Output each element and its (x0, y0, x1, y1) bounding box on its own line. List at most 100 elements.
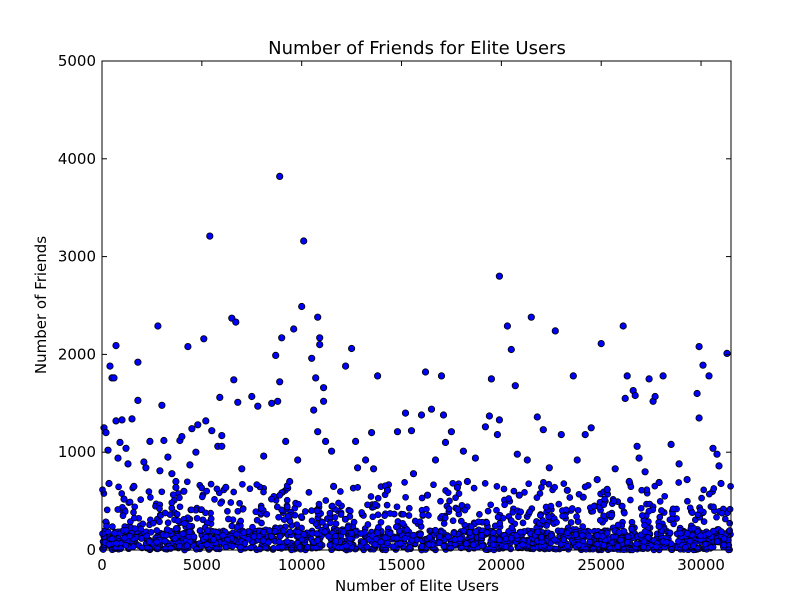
data-point (105, 479, 113, 488)
data-point (593, 475, 601, 484)
data-point (126, 532, 134, 540)
data-points (100, 172, 731, 503)
data-point (601, 495, 608, 503)
data-point (272, 351, 280, 359)
data-point (572, 531, 580, 538)
data-point (449, 517, 457, 525)
data-point (271, 527, 279, 535)
data-point (573, 456, 581, 464)
data-point (104, 528, 112, 536)
data-point (138, 544, 146, 552)
data-point (228, 522, 236, 530)
data-point (312, 374, 320, 382)
data-point (495, 272, 503, 280)
data-point (496, 520, 504, 527)
data-point (260, 488, 267, 496)
data-point (633, 442, 641, 450)
plot-frame (101, 60, 732, 551)
data-point (319, 397, 328, 405)
data-point (723, 349, 731, 357)
data-point (222, 483, 230, 491)
data-point (147, 528, 155, 536)
data-point (590, 502, 598, 510)
data-point (582, 545, 590, 553)
data-point (158, 488, 166, 496)
data-point (275, 513, 282, 521)
data-point (241, 540, 249, 547)
data-point (153, 538, 161, 546)
data-point (295, 500, 302, 508)
data-point (265, 527, 273, 535)
data-point (176, 542, 183, 550)
data-point (361, 456, 370, 464)
data-point (383, 501, 391, 509)
data-point (268, 495, 275, 503)
data-point (327, 447, 336, 455)
data-point (552, 545, 560, 553)
data-point (301, 508, 309, 515)
data-point (525, 480, 533, 488)
data-point (134, 358, 142, 366)
data-point (500, 485, 508, 493)
data-point (511, 382, 519, 390)
data-point (110, 374, 118, 382)
data-point (213, 485, 221, 493)
data-point (250, 533, 258, 540)
data-point (615, 529, 623, 536)
data-point (113, 540, 120, 547)
data-point (638, 512, 646, 519)
data-point (316, 334, 324, 342)
data-point (283, 503, 291, 511)
data-point (381, 512, 389, 519)
data-point (131, 525, 139, 532)
y-tick-label: 0 (86, 541, 96, 559)
data-point (485, 412, 493, 420)
data-point (119, 512, 127, 520)
data-point (508, 524, 516, 531)
data-point (222, 543, 230, 551)
data-point (523, 456, 531, 464)
data-point (641, 528, 649, 536)
x-tick-label: 25000 (577, 556, 625, 574)
data-point (519, 519, 527, 527)
data-point (316, 340, 324, 349)
data-point (103, 522, 110, 530)
data-point (640, 543, 647, 551)
data-point (321, 528, 329, 536)
y-axis-label: Number of Friends (32, 236, 50, 374)
x-axis-label: Number of Elite Users (335, 577, 499, 595)
data-point (122, 526, 130, 534)
data-point (483, 519, 491, 526)
data-point (510, 487, 518, 495)
data-point (454, 506, 461, 513)
data-point (610, 497, 618, 505)
data-point (202, 533, 210, 541)
data-point (115, 483, 122, 491)
data-point (260, 528, 268, 536)
data-point (705, 490, 713, 498)
data-point (268, 399, 276, 407)
data-point (603, 485, 611, 493)
data-point (364, 501, 371, 509)
data-point (168, 499, 176, 507)
data-point (489, 529, 497, 536)
data-point (401, 479, 408, 486)
data-point (589, 545, 597, 553)
data-point (425, 512, 432, 519)
data-point (276, 172, 284, 180)
data-point (106, 362, 114, 370)
data-point (686, 537, 694, 545)
data-point (399, 510, 407, 518)
data-point (401, 409, 410, 417)
data-point (700, 486, 708, 494)
data-point (184, 342, 192, 351)
data-point (194, 421, 202, 429)
data-point (426, 534, 433, 541)
data-point (204, 527, 211, 534)
x-tick-label: 0 (97, 556, 107, 574)
data-point (247, 544, 255, 552)
data-point (390, 510, 398, 518)
data-point (273, 503, 281, 511)
data-point (555, 500, 563, 508)
